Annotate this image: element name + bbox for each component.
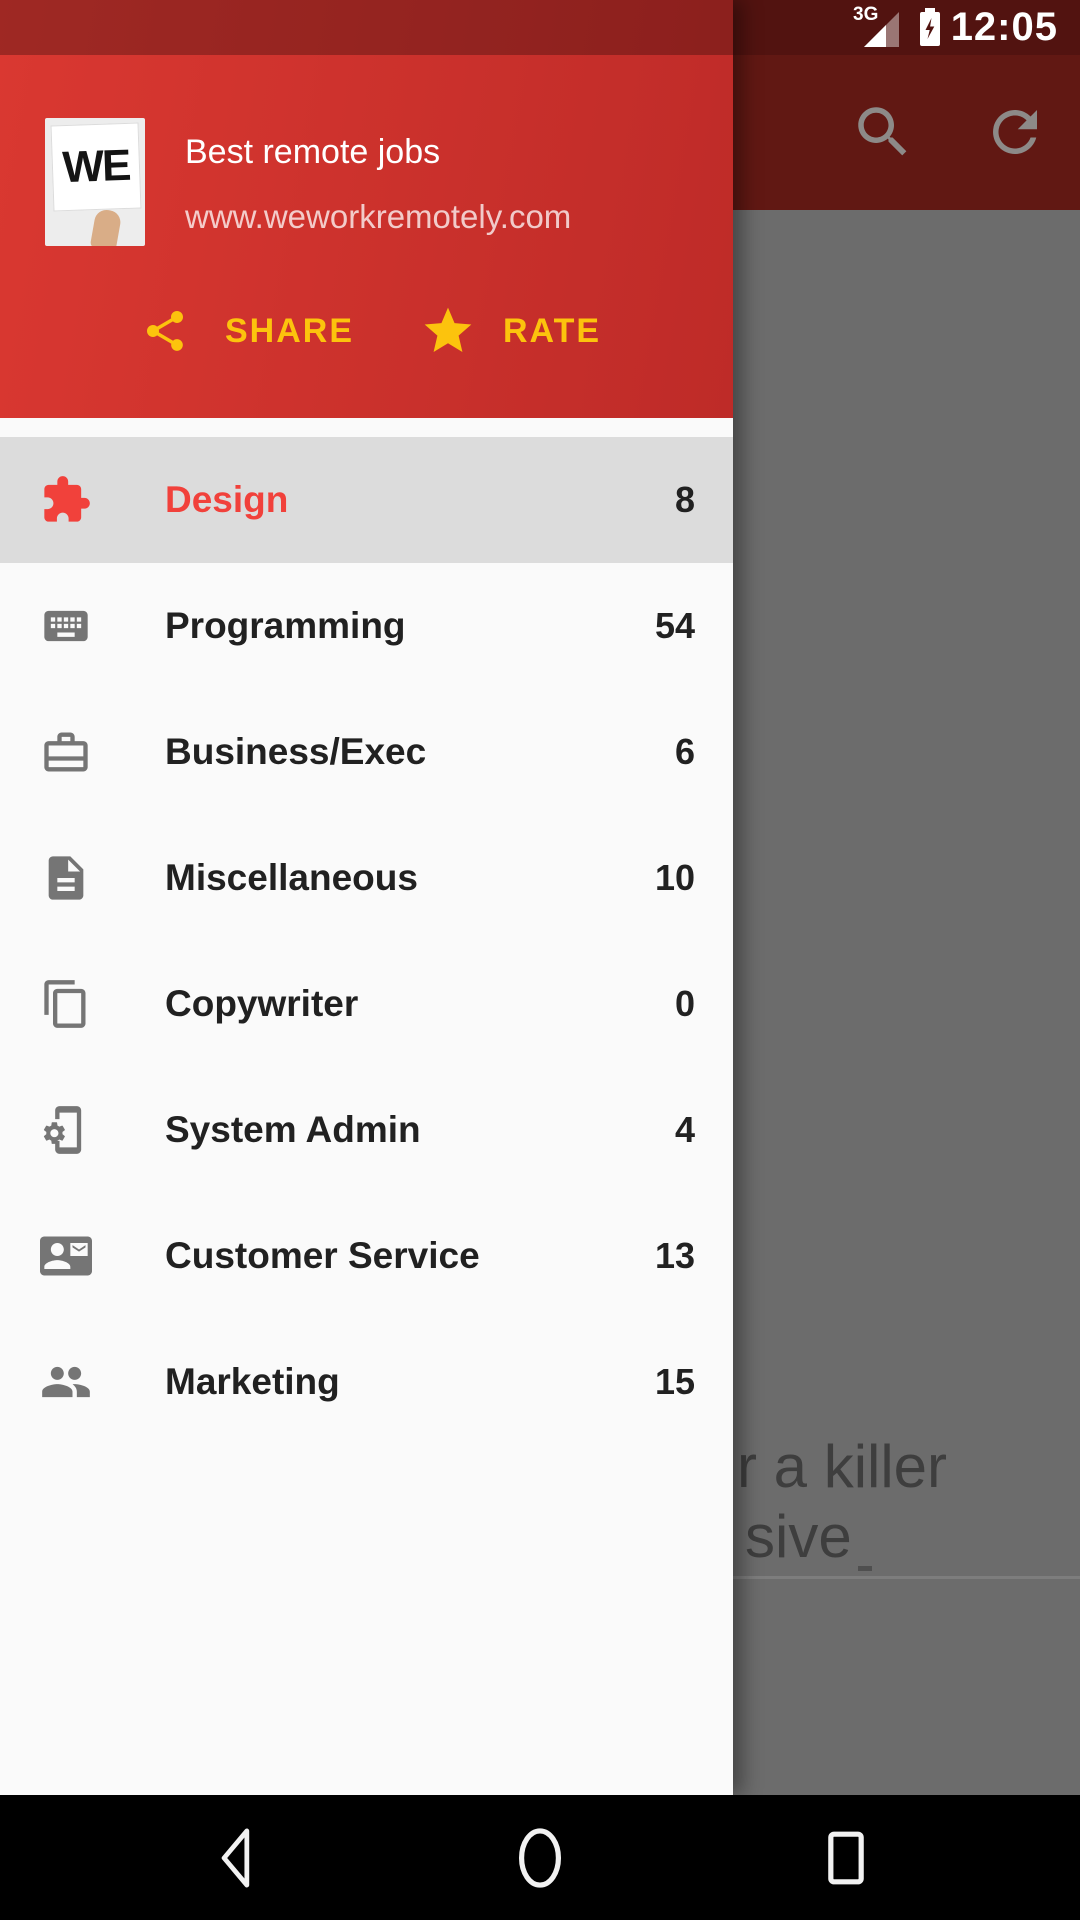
contact-mail-icon <box>40 1230 92 1282</box>
share-button[interactable]: SHARE <box>141 296 354 366</box>
drawer-item-count: 8 <box>674 479 695 520</box>
logo-sign-text: WE <box>61 141 131 193</box>
dimmed-text-dash <box>858 1566 872 1571</box>
refresh-icon[interactable] <box>982 99 1048 165</box>
drawer-item-count: 15 <box>654 1361 695 1402</box>
drawer-item-marketing[interactable]: Marketing 15 <box>0 1319 733 1445</box>
keyboard-icon <box>40 600 92 652</box>
rate-button-label: RATE <box>503 311 602 350</box>
drawer-item-business-exec[interactable]: Business/Exec 6 <box>0 689 733 815</box>
copy-pages-icon <box>40 978 92 1030</box>
people-icon <box>40 1356 92 1408</box>
logo-hand <box>89 208 123 246</box>
drawer-item-label: Programming <box>165 605 406 646</box>
android-navbar <box>0 1795 1080 1920</box>
rate-button[interactable]: RATE <box>420 296 601 366</box>
drawer-subtitle: www.weworkremotely.com <box>185 198 572 235</box>
drawer-title: Best remote jobs <box>185 133 441 171</box>
search-icon[interactable] <box>850 99 916 165</box>
document-icon <box>40 852 92 904</box>
home-button[interactable] <box>510 1820 570 1896</box>
status-bar-scrim <box>0 0 733 55</box>
drawer-item-label: Copywriter <box>165 983 359 1024</box>
drawer-item-count: 4 <box>674 1109 695 1150</box>
drawer-item-programming[interactable]: Programming 54 <box>0 563 733 689</box>
drawer-item-label: System Admin <box>165 1109 421 1150</box>
drawer-item-label: Customer Service <box>165 1235 480 1276</box>
battery-charging-icon <box>920 8 940 46</box>
drawer-header: WE Best remote jobs www.weworkremotely.c… <box>0 0 733 418</box>
drawer-item-system-admin[interactable]: System Admin 4 <box>0 1067 733 1193</box>
drawer-item-copywriter[interactable]: Copywriter 0 <box>0 941 733 1067</box>
network-type-label: 3G <box>853 4 879 25</box>
back-icon <box>221 1828 250 1888</box>
drawer-item-customer-service[interactable]: Customer Service 13 <box>0 1193 733 1319</box>
drawer-item-count: 13 <box>654 1235 695 1276</box>
drawer-item-design[interactable]: Design 8 <box>0 437 733 563</box>
star-icon <box>424 307 472 352</box>
drawer-item-miscellaneous[interactable]: Miscellaneous 10 <box>0 815 733 941</box>
briefcase-icon <box>40 726 92 778</box>
recents-button[interactable] <box>816 1820 876 1896</box>
drawer-item-count: 0 <box>674 983 695 1024</box>
share-button-label: SHARE <box>225 311 355 350</box>
drawer-item-label: Design <box>165 479 289 520</box>
drawer-item-count: 54 <box>654 605 695 646</box>
drawer-item-count: 10 <box>654 857 695 898</box>
drawer-item-label: Business/Exec <box>165 731 427 772</box>
dimmed-page-divider <box>733 1576 1080 1579</box>
drawer-category-list: Design 8 Programming 54 Business/Exec 6 Miscel… <box>0 418 733 1445</box>
share-icon <box>147 311 183 351</box>
drawer-item-label: Miscellaneous <box>165 857 418 898</box>
back-button[interactable] <box>206 1820 266 1896</box>
home-icon <box>518 1828 562 1888</box>
app-logo: WE <box>45 118 145 246</box>
phone-gear-icon <box>40 1104 92 1156</box>
recents-icon <box>828 1831 864 1885</box>
drawer-item-label: Marketing <box>165 1361 340 1402</box>
clock: 12:05 <box>950 5 1058 49</box>
signal-icon <box>864 12 899 47</box>
drawer-item-count: 6 <box>674 731 695 772</box>
navigation-drawer: WE Best remote jobs www.weworkremotely.c… <box>0 0 733 1795</box>
dimmed-headline-line1: r a killer <box>737 1433 948 1500</box>
dimmed-headline-line2: sive <box>745 1503 852 1570</box>
puzzle-icon <box>40 474 92 526</box>
status-cluster: 3G 12:05 <box>733 0 1080 55</box>
